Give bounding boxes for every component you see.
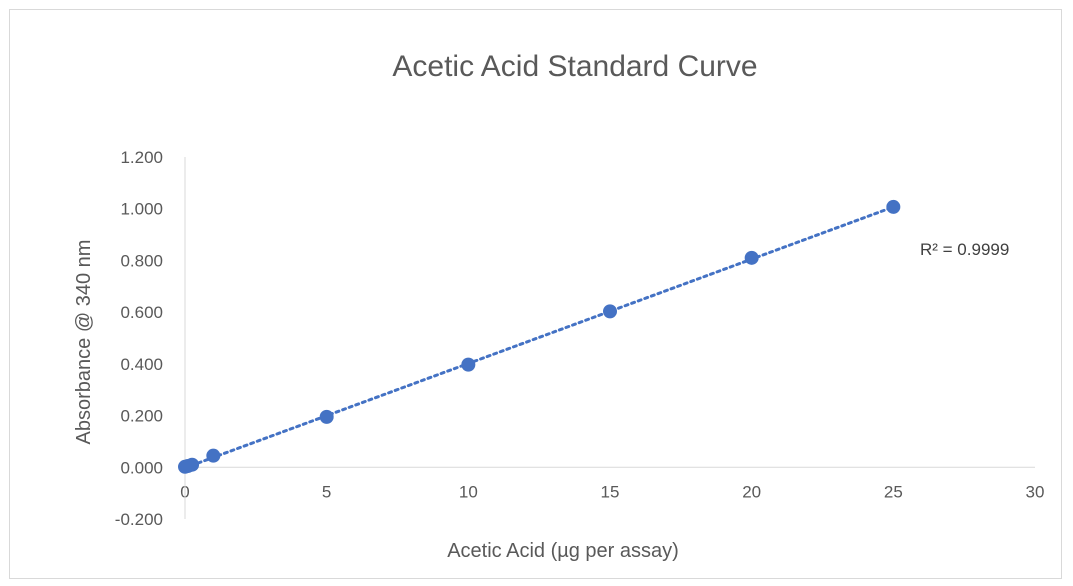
data-point [886, 199, 901, 214]
x-axis-ticks: 0 5 10 15 20 25 30 [180, 482, 1044, 501]
x-tick-label: 10 [459, 482, 478, 501]
x-axis-title: Acetic Acid (µg per assay) [447, 540, 679, 562]
r-squared-label: R² = 0.9999 [920, 240, 1009, 259]
y-tick-label: 0.000 [120, 458, 163, 477]
chart-title: Acetic Acid Standard Curve [392, 50, 757, 83]
y-axis-ticks: -0.200 0.000 0.200 0.400 0.600 0.800 1.000 1.20… [115, 148, 163, 529]
y-tick-label: 0.600 [120, 303, 163, 322]
data-points [178, 199, 901, 474]
y-tick-label: 0.800 [120, 251, 163, 270]
x-tick-label: 20 [742, 482, 761, 501]
y-tick-label: 0.400 [120, 355, 163, 374]
y-tick-label: 1.200 [120, 148, 163, 167]
y-tick-label: -0.200 [115, 510, 163, 529]
y-tick-label: 1.000 [120, 200, 163, 219]
data-point [206, 448, 221, 463]
x-tick-label: 15 [601, 482, 620, 501]
data-point [185, 457, 200, 472]
data-point [603, 304, 617, 319]
y-tick-label: 0.200 [120, 407, 163, 426]
x-tick-label: 5 [322, 482, 331, 501]
x-tick-label: 25 [884, 482, 903, 501]
y-axis-title: Absorbance @ 340 nm [73, 240, 95, 445]
data-point [319, 409, 334, 424]
x-tick-label: 30 [1026, 482, 1045, 501]
data-point [461, 357, 476, 372]
data-point [744, 250, 759, 265]
trendline [183, 205, 895, 470]
